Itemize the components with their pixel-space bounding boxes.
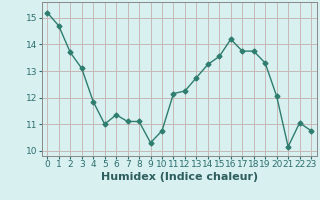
X-axis label: Humidex (Indice chaleur): Humidex (Indice chaleur) [100, 172, 258, 182]
